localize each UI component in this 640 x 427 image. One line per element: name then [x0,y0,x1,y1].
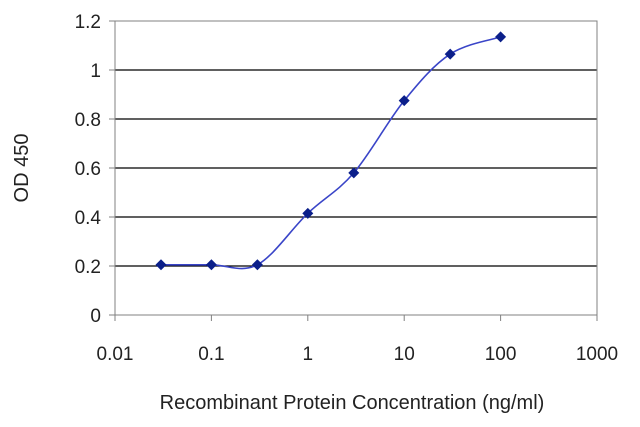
data-point [205,259,217,271]
y-tick-label: 0.4 [75,208,102,229]
series-layer [155,31,507,271]
grid-lines [115,69,597,267]
x-tick-label: 0.1 [198,344,224,365]
y-tick-label: 0.2 [75,257,101,278]
data-point [398,95,410,107]
series-line [160,36,501,270]
y-tick-label: 0 [90,306,101,327]
x-tick-label: 0.01 [97,344,134,365]
data-point [348,167,360,179]
x-axis-ticks: 0.01 0.1 1 10 100 1000 [97,315,618,365]
x-axis-title: Recombinant Protein Concentration (ng/ml… [160,392,545,414]
y-tick-label: 0.8 [75,110,101,131]
x-tick-label: 10 [394,344,415,365]
x-tick-label: 1000 [576,344,618,365]
x-tick-label: 1 [303,344,314,365]
data-point [155,259,167,271]
y-tick-label: 1 [90,61,101,82]
y-axis-title: OD 450 [11,134,33,203]
y-tick-label: 0.6 [75,159,101,180]
y-axis-ticks: 0 0.2 0.4 0.6 0.8 1 1.2 [75,12,115,327]
data-point [495,31,507,43]
data-point [444,48,456,60]
data-point [251,259,263,271]
y-tick-label: 1.2 [75,12,101,33]
data-point [302,207,314,219]
x-tick-label: 100 [485,344,517,365]
